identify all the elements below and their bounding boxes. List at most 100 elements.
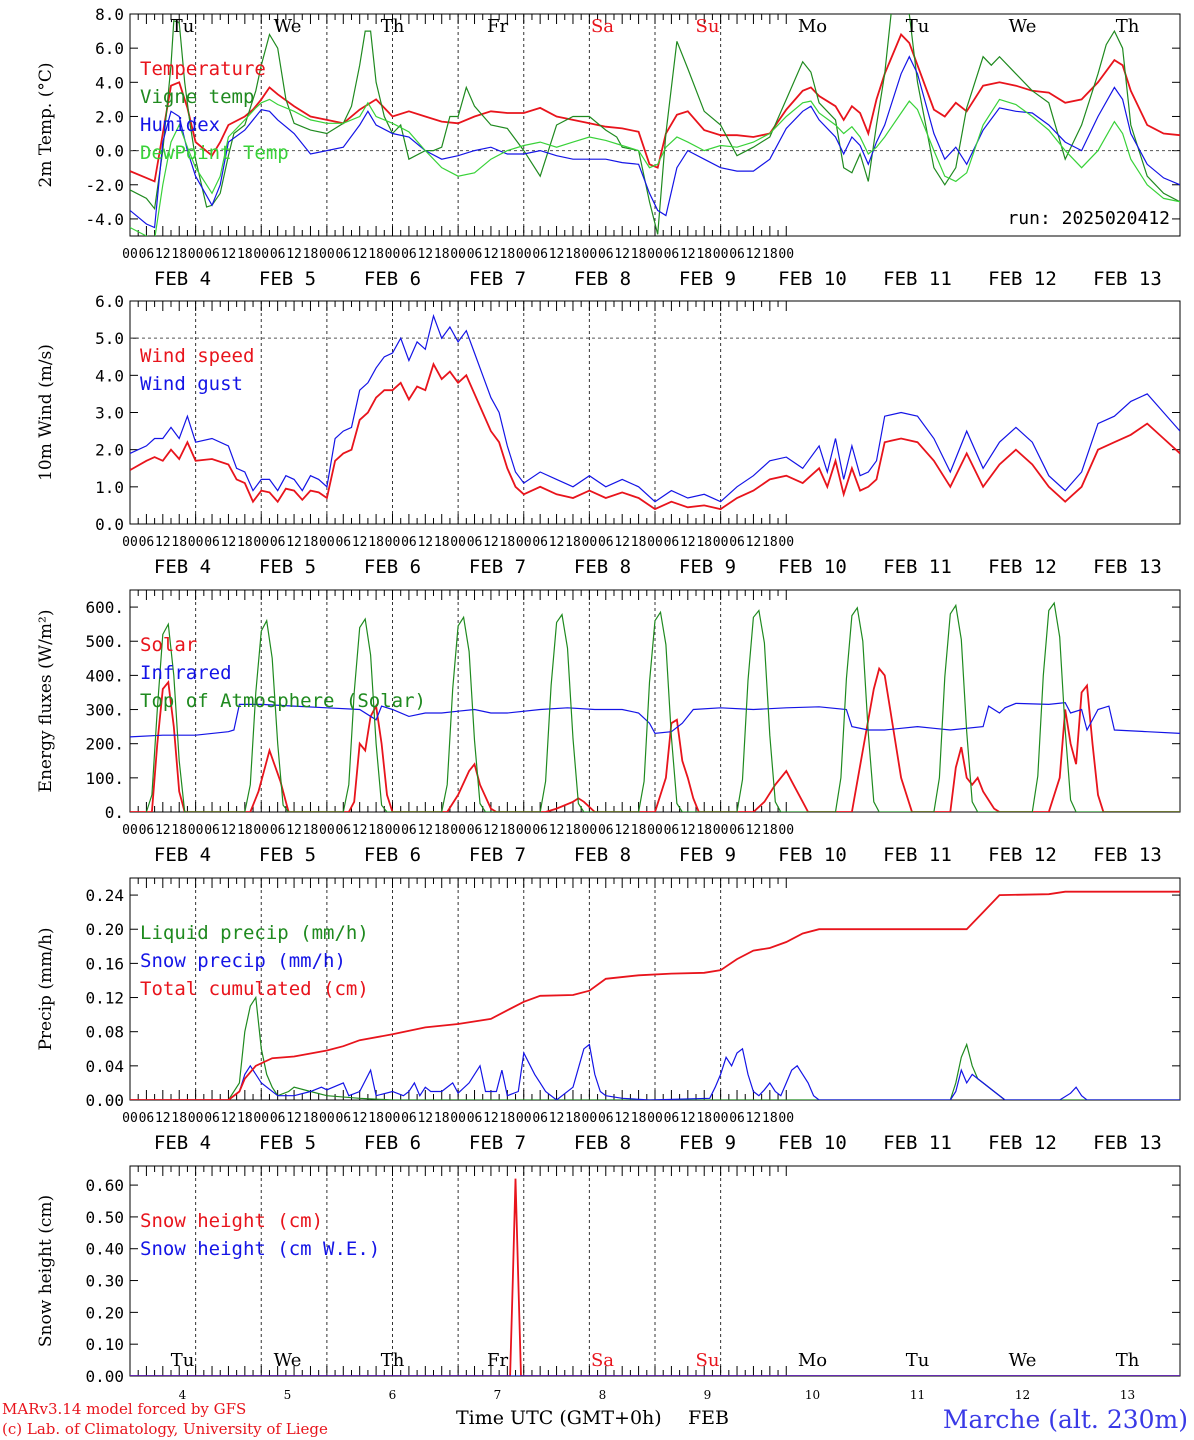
hour-tick-label: 12 [549, 1111, 565, 1126]
date-label: FEB 8 [574, 844, 631, 866]
hour-tick-label: 12 [549, 823, 565, 838]
day-number: 12 [1015, 1388, 1030, 1402]
hour-tick-label: 06 [270, 535, 286, 550]
weekday-label: Sa [591, 1350, 614, 1371]
hour-tick-label: 18 [500, 247, 516, 262]
hour-tick-label: 12 [680, 535, 696, 550]
y-tick-label: 0.40 [85, 1240, 124, 1259]
weekday-label: We [274, 1350, 302, 1371]
legend-entry: Infrared [140, 662, 232, 684]
hour-tick-label: 00 [122, 1111, 138, 1126]
hour-tick-label: 06 [335, 535, 351, 550]
hour-tick-label: 00 [188, 1111, 204, 1126]
hour-tick-label: 00 [253, 535, 269, 550]
hour-tick-label: 18 [368, 823, 384, 838]
date-label: FEB 10 [778, 1132, 847, 1154]
y-tick-label: 0.00 [85, 1091, 124, 1110]
hour-tick-label: 06 [467, 535, 483, 550]
hour-tick-label: 12 [155, 1111, 171, 1126]
y-tick-label: 6.0 [95, 292, 124, 311]
hour-tick-label: 06 [335, 247, 351, 262]
hour-tick-label: 12 [614, 823, 630, 838]
hour-tick-label: 00 [385, 535, 401, 550]
weekday-label: We [274, 16, 302, 37]
hour-tick-label: 12 [483, 823, 499, 838]
y-axis-label: Snow height (cm) [36, 1195, 56, 1347]
hour-tick-label: 12 [614, 535, 630, 550]
hour-tick-label: 00 [516, 535, 532, 550]
hour-tick-label: 18 [434, 823, 450, 838]
hour-tick-label: 00 [582, 1111, 598, 1126]
legend-entry: Liquid precip (mm/h) [140, 922, 369, 944]
hour-tick-label: 00 [582, 823, 598, 838]
y-tick-label: 300. [85, 701, 124, 720]
date-label: FEB 6 [364, 1132, 421, 1154]
hour-tick-label: 18 [171, 247, 187, 262]
y-axis-label: Precip (mm/h) [36, 927, 56, 1050]
hour-tick-label: 12 [221, 1111, 237, 1126]
date-label: FEB 13 [1093, 268, 1162, 290]
hour-tick-label: 06 [532, 823, 548, 838]
hour-tick-label: 12 [680, 247, 696, 262]
date-label: FEB 13 [1093, 1132, 1162, 1154]
y-tick-label: 0.16 [85, 954, 124, 973]
hour-tick-label: 12 [155, 823, 171, 838]
hour-tick-label: 18 [696, 823, 712, 838]
y-tick-label: 4.0 [95, 366, 124, 385]
hour-tick-label: 18 [368, 535, 384, 550]
date-label: FEB 8 [574, 268, 631, 290]
hour-tick-label: 06 [664, 823, 680, 838]
hour-tick-label: 00 [582, 535, 598, 550]
y-tick-label: 0.0 [95, 142, 124, 161]
hour-tick-label: 12 [417, 247, 433, 262]
hour-tick-label: 12 [286, 823, 302, 838]
hour-tick-label: 12 [417, 1111, 433, 1126]
hour-tick-label: 12 [549, 247, 565, 262]
legend-entry: Snow precip (mm/h) [140, 950, 346, 972]
series-line-temperature [130, 32, 1180, 183]
hour-tick-label: 06 [401, 535, 417, 550]
hour-tick-label: 12 [221, 535, 237, 550]
date-label: FEB 7 [469, 268, 526, 290]
date-label: FEB 4 [154, 844, 211, 866]
weekday-label: Su [696, 16, 720, 37]
hour-tick-label: 18 [434, 535, 450, 550]
hour-tick-label: 18 [500, 823, 516, 838]
date-label: FEB 8 [574, 1132, 631, 1154]
y-tick-label: 0.12 [85, 989, 124, 1008]
hour-tick-label: 12 [614, 1111, 630, 1126]
hour-tick-label: 12 [614, 247, 630, 262]
hour-tick-label: 06 [335, 823, 351, 838]
hour-tick-label: 06 [270, 823, 286, 838]
date-label: FEB 4 [154, 556, 211, 578]
y-tick-label: 600. [85, 598, 124, 617]
hour-tick-label: 00 [647, 823, 663, 838]
hour-tick-label: 00 [778, 535, 794, 550]
hour-tick-label: 00 [450, 1111, 466, 1126]
hour-tick-label: 12 [352, 823, 368, 838]
hour-tick-label: 06 [598, 823, 614, 838]
hour-tick-label: 18 [303, 247, 319, 262]
y-tick-label: 0. [105, 803, 124, 822]
hour-tick-label: 06 [467, 1111, 483, 1126]
day-number: 6 [389, 1388, 397, 1402]
x-axis-month: FEB [688, 1407, 729, 1429]
series-line-infrared [130, 702, 1180, 738]
hour-tick-label: 00 [188, 535, 204, 550]
hour-tick-label: 06 [598, 247, 614, 262]
lab-credit: (c) Lab. of Climatology, University of L… [2, 1420, 328, 1438]
hour-tick-label: 18 [631, 535, 647, 550]
hour-tick-label: 18 [303, 1111, 319, 1126]
hour-tick-label: 12 [352, 1111, 368, 1126]
date-label: FEB 12 [988, 556, 1057, 578]
hour-tick-label: 18 [237, 535, 253, 550]
hour-tick-label: 00 [319, 535, 335, 550]
hour-tick-label: 18 [762, 823, 778, 838]
hour-tick-label: 00 [516, 823, 532, 838]
date-label: FEB 9 [679, 556, 736, 578]
hour-tick-label: 18 [631, 823, 647, 838]
hour-tick-label: 12 [221, 823, 237, 838]
hour-tick-label: 00 [122, 535, 138, 550]
hour-tick-label: 06 [335, 1111, 351, 1126]
hour-tick-label: 18 [696, 535, 712, 550]
